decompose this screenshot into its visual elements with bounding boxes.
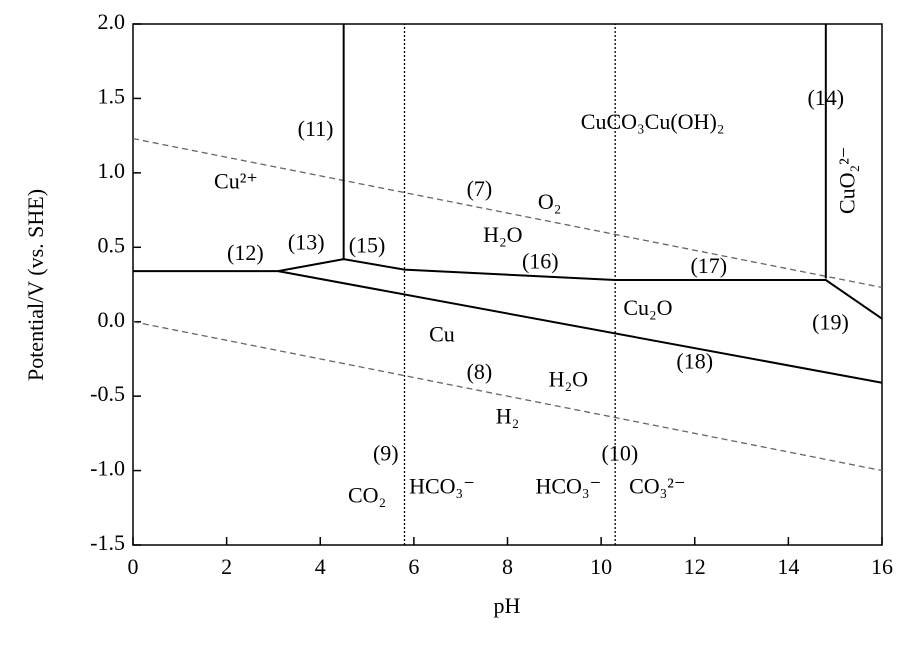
x-tick-label: 12 <box>684 554 706 579</box>
y-tick-label: -0.5 <box>90 381 125 406</box>
x-axis-label: pH <box>494 593 521 618</box>
y-tick-label: 2.0 <box>98 9 126 34</box>
annotation: H₂O <box>483 222 522 247</box>
annotation: HCO₃⁻ <box>535 473 601 498</box>
annotation: (18) <box>676 348 713 373</box>
annotation: O₂ <box>538 189 562 214</box>
annotation: (12) <box>227 240 264 265</box>
annotation: CuO₂²⁻ <box>834 147 859 214</box>
x-tick-label: 16 <box>871 554 893 579</box>
annotation: (8) <box>467 359 493 384</box>
annotation: Cu²⁺ <box>214 168 258 193</box>
x-tick-label: 14 <box>777 554 799 579</box>
y-tick-label: 0.5 <box>98 232 126 257</box>
annotation: (13) <box>288 229 325 254</box>
y-tick-label: 1.5 <box>98 83 126 108</box>
annotation: CuCO₃Cu(OH)₂ <box>581 109 725 134</box>
annotation: (9) <box>373 441 399 466</box>
annotation: (14) <box>807 85 844 110</box>
boundary-line <box>132 137 883 289</box>
annotation: (10) <box>602 441 639 466</box>
annotation: (11) <box>298 116 334 141</box>
y-tick-label: 1.0 <box>98 158 126 183</box>
x-tick-label: 6 <box>408 554 419 579</box>
annotation: (7) <box>467 176 493 201</box>
annotation: (15) <box>349 232 386 257</box>
annotation: H₂O <box>549 366 588 391</box>
boundary-line <box>132 321 883 472</box>
annotation: (19) <box>812 310 849 335</box>
x-tick-label: 10 <box>590 554 612 579</box>
plot-frame <box>132 23 883 546</box>
x-tick-label: 8 <box>502 554 513 579</box>
annotation: HCO₃⁻ <box>409 473 475 498</box>
annotation: H₂ <box>496 404 520 429</box>
annotation: CO₂ <box>348 482 386 507</box>
x-tick-label: 2 <box>221 554 232 579</box>
y-tick-label: -1.5 <box>90 530 125 555</box>
boundary-line <box>277 270 883 384</box>
annotation: Cu <box>429 322 455 347</box>
y-tick-label: 0.0 <box>98 307 126 332</box>
annotation: Cu₂O <box>623 295 672 320</box>
annotation: (16) <box>522 249 559 274</box>
annotation: (17) <box>690 253 727 278</box>
y-tick-label: -1.0 <box>90 456 125 481</box>
annotation: CO₃²⁻ <box>629 473 685 498</box>
y-axis-label: Potential/V (vs. SHE) <box>23 189 48 381</box>
boundary-line <box>133 258 883 320</box>
x-tick-label: 0 <box>128 554 139 579</box>
x-tick-label: 4 <box>315 554 326 579</box>
